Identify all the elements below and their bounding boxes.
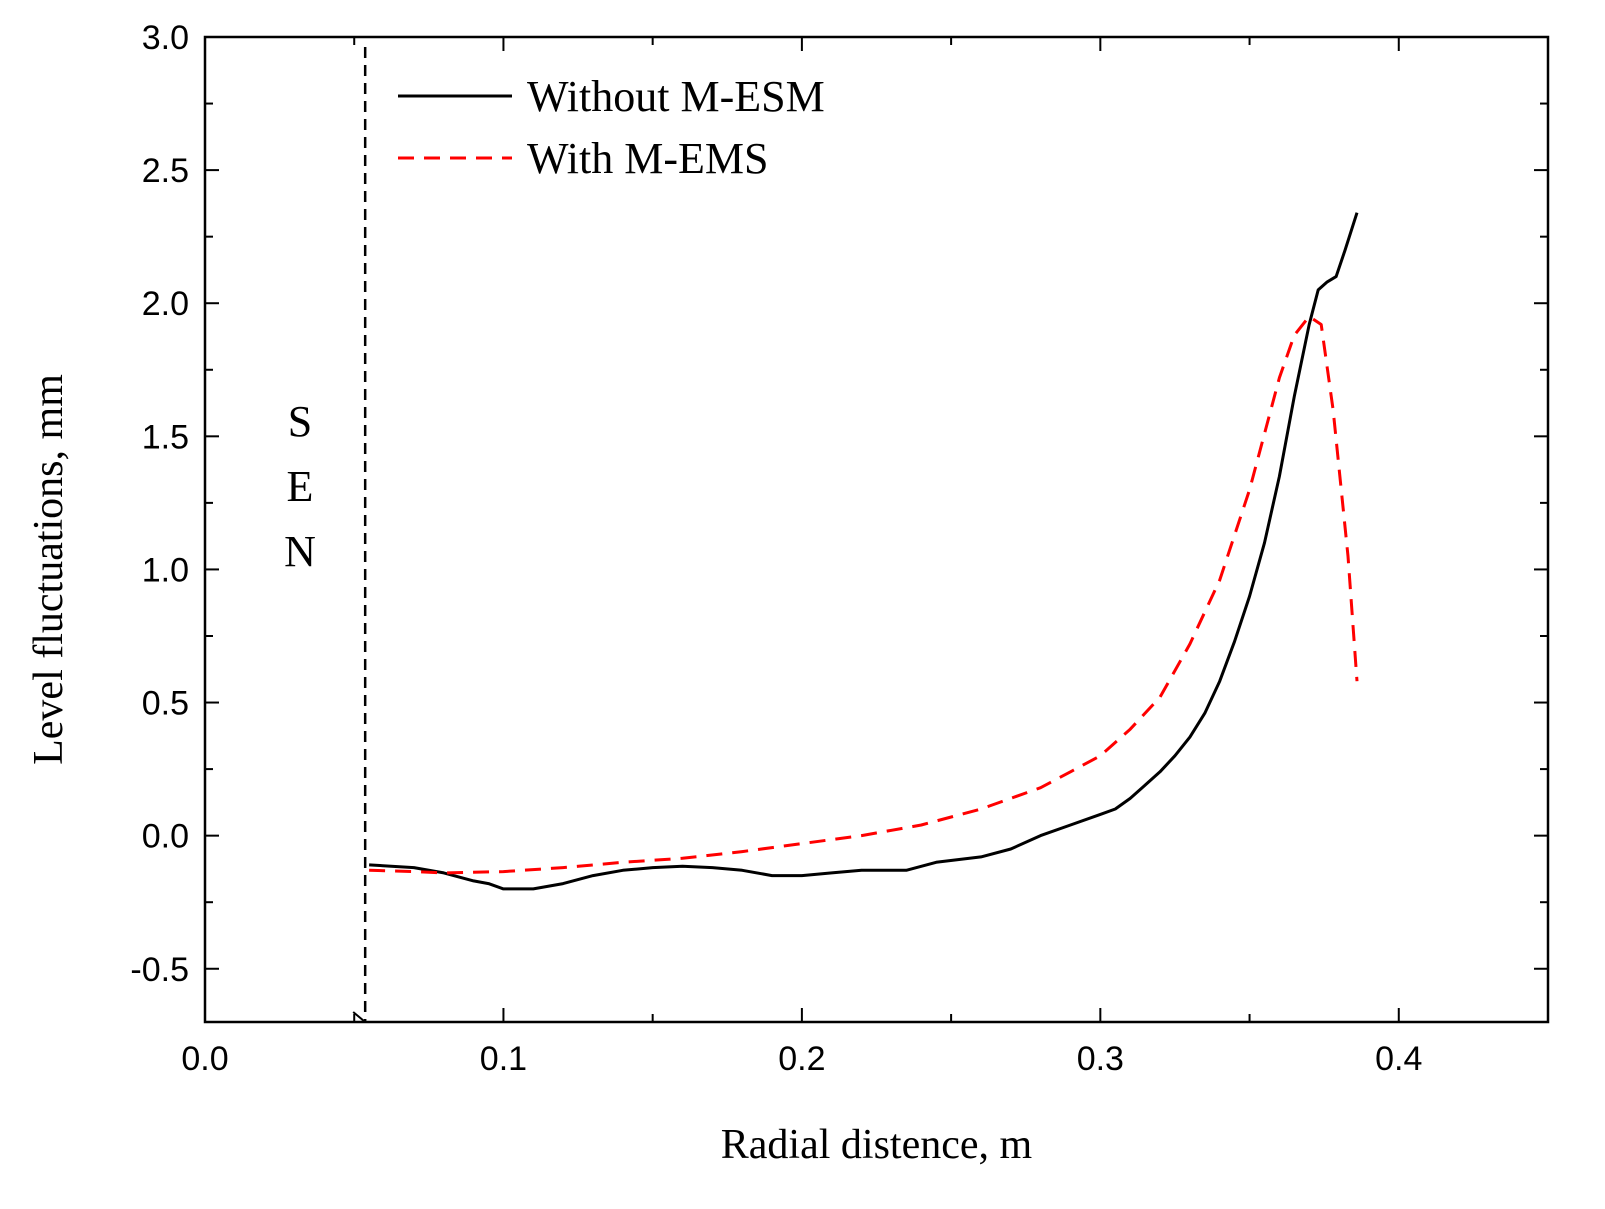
y-tick-label: 2.0 (142, 285, 189, 323)
series-line-1 (369, 315, 1359, 875)
y-tick-label: 3.0 (142, 19, 189, 57)
x-tick-label: 0.2 (778, 1040, 825, 1078)
x-tick-label: 0.0 (181, 1040, 228, 1078)
series-group (369, 212, 1359, 891)
x-axis-title: Radial distence, m (721, 1122, 1033, 1168)
legend-label-0: Without M-ESM (527, 72, 825, 121)
y-axis-title: Level fluctuations, mm (26, 374, 72, 765)
y-tick-label: 1.0 (142, 551, 189, 589)
plot-area (203, 35, 1550, 1024)
y-tick-label: 0.0 (142, 818, 189, 856)
annotations: SEN (284, 47, 367, 1023)
legend: Without M-ESM With M-EMS (398, 72, 825, 183)
y-tick-label: 1.5 (142, 418, 189, 456)
plot-frame (203, 35, 1550, 1024)
sen-letter: S (288, 397, 312, 446)
series-line-0 (369, 212, 1359, 891)
y-tick-label: -0.5 (130, 951, 189, 989)
x-tick-label: 0.4 (1375, 1040, 1422, 1078)
x-tick-label: 0.1 (480, 1040, 527, 1078)
y-tick-label: 2.5 (142, 152, 189, 190)
y-tick-label: 0.5 (142, 685, 189, 723)
sen-letter: E (287, 462, 314, 511)
sen-corner-mark (352, 1011, 366, 1023)
axes: 0.0 0.1 0.2 0.3 0.4 -0.5 0.0 0.5 1.0 1.5 2.0 2.5 3.0… (26, 19, 1548, 1168)
x-tick-label: 0.3 (1077, 1040, 1124, 1078)
sen-letter: N (284, 527, 316, 576)
legend-label-1: With M-EMS (527, 134, 768, 183)
